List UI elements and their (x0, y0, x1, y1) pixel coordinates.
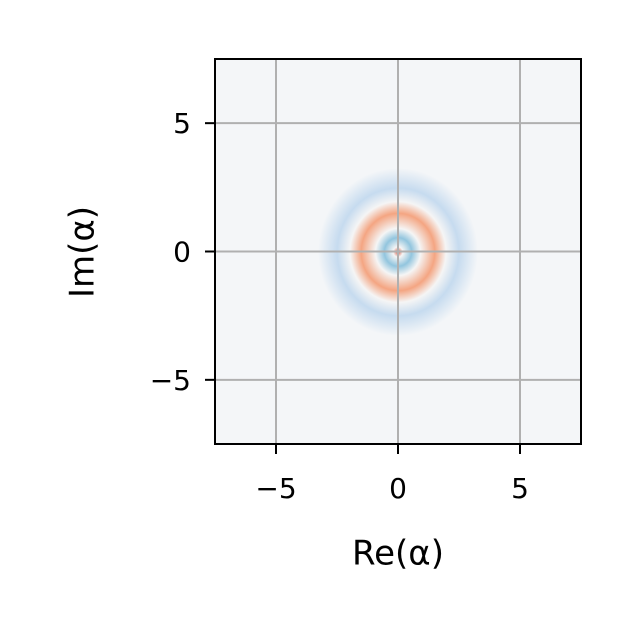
y-tick-label: −5 (150, 364, 191, 397)
y-tick-label: 0 (173, 236, 191, 269)
x-tick-label: −5 (255, 472, 296, 505)
y-tick-label: 5 (173, 107, 191, 140)
x-tick-label: 0 (389, 472, 407, 505)
x-axis-label: Re(α) (352, 534, 444, 574)
x-tick-label: 5 (511, 472, 529, 505)
y-axis-label: Im(α) (63, 206, 103, 298)
